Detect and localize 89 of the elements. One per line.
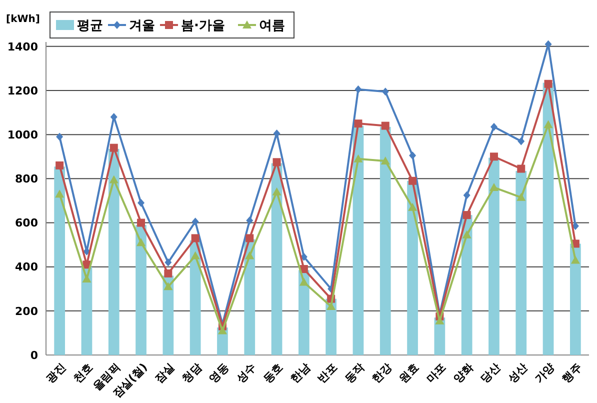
y-tick-label: 600 [15, 216, 38, 230]
bar [352, 126, 364, 355]
bar [136, 224, 146, 355]
y-tick-label: 400 [15, 260, 38, 274]
point [570, 256, 580, 264]
x-tick-label: 마포 [424, 360, 449, 386]
bar [407, 180, 418, 355]
x-tick-label: 영동 [206, 360, 232, 386]
x-tick-label: 동작 [342, 360, 368, 386]
bar [488, 158, 500, 355]
point [462, 211, 471, 220]
point [56, 132, 64, 141]
y-tick-label: 1000 [7, 128, 38, 142]
x-tick-label: 성수 [234, 360, 258, 386]
point [55, 190, 64, 198]
x-tick-label: 가양 [532, 360, 558, 386]
bar [570, 244, 581, 355]
x-tick-label: 청담 [179, 360, 204, 386]
point [299, 278, 308, 286]
bar [516, 170, 527, 355]
point [190, 251, 200, 260]
point [354, 154, 363, 162]
point [164, 269, 172, 278]
point [272, 158, 281, 166]
point [164, 258, 172, 266]
point [246, 234, 254, 242]
bar [54, 166, 66, 355]
bar [81, 266, 92, 355]
x-tick-label: 성산 [505, 360, 530, 386]
y-axis-title: [kWh] [6, 14, 40, 25]
point [490, 152, 498, 161]
x-tick-label: 동호 [260, 360, 286, 386]
point [82, 274, 92, 282]
bar [271, 163, 282, 355]
point [462, 230, 472, 238]
bar [542, 82, 554, 355]
x-tick-label: 잠실 [152, 360, 178, 386]
y-tick-label: 0 [30, 348, 38, 362]
y-tick-label: 1200 [7, 84, 38, 98]
point [544, 80, 552, 88]
x-tick-label: 원효 [396, 360, 422, 386]
point [245, 251, 254, 260]
legend-label: 봄·가을 [181, 18, 225, 34]
point [138, 198, 145, 207]
point [382, 88, 389, 96]
point [409, 152, 416, 160]
x-tick-label: 당산 [478, 360, 503, 386]
bar [108, 148, 120, 355]
legend-label: 겨울 [129, 18, 155, 34]
x-tick-label: 한남 [288, 360, 313, 386]
point [191, 234, 200, 242]
y-tick-label: 200 [15, 304, 38, 318]
bar [298, 270, 310, 355]
legend-label: 여름 [259, 18, 285, 34]
x-tick-label: 양화 [450, 360, 476, 386]
point [137, 218, 146, 227]
point [136, 238, 146, 246]
point [408, 176, 417, 185]
y-tick-label: 1400 [7, 40, 38, 54]
y-tick-label: 800 [15, 172, 38, 186]
x-tick-label: 행주 [560, 360, 584, 386]
point [326, 302, 336, 310]
point [544, 120, 553, 128]
point [109, 175, 118, 184]
point [110, 144, 118, 152]
legend-label: 평균 [77, 18, 103, 34]
x-tick-label: 반포 [315, 360, 340, 386]
bar [380, 126, 391, 355]
point [380, 156, 390, 165]
bar [162, 276, 174, 355]
point [354, 85, 362, 94]
point [517, 164, 526, 173]
point [272, 187, 282, 196]
point [518, 137, 525, 146]
point [435, 316, 444, 324]
point [489, 182, 498, 191]
point [56, 161, 64, 170]
point [516, 192, 526, 201]
x-tick-label: 광진 [44, 360, 68, 386]
point [354, 120, 362, 128]
point [192, 218, 199, 226]
point [164, 282, 173, 290]
point [490, 122, 498, 131]
point [246, 216, 254, 225]
point [381, 122, 390, 130]
point [408, 202, 418, 211]
point [463, 191, 470, 200]
point [218, 326, 227, 334]
x-tick-label: 한강 [369, 360, 394, 386]
